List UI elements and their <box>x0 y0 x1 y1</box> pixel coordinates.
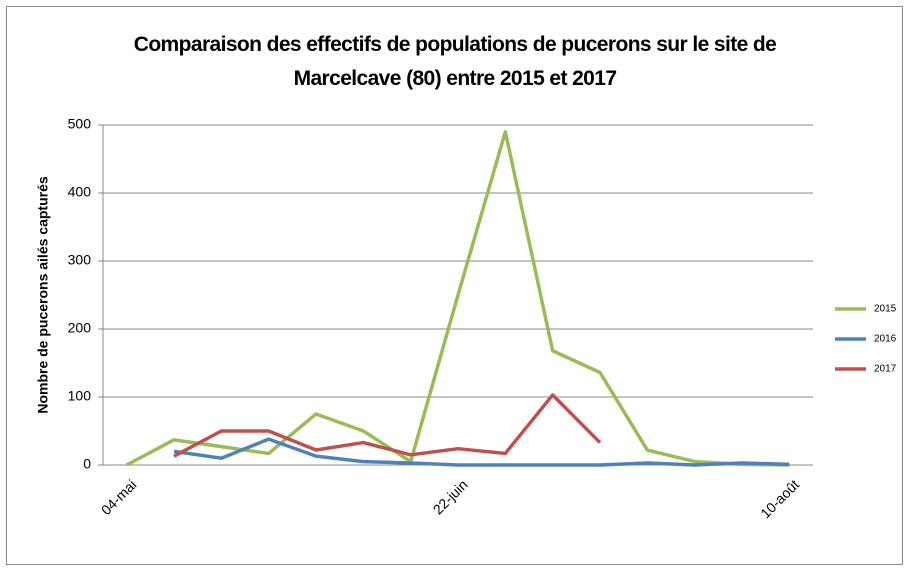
line-series <box>173 437 790 467</box>
y-tick-label: 100 <box>68 388 92 404</box>
legend-label: 2016 <box>874 334 897 345</box>
y-tick-label: 400 <box>68 184 92 200</box>
y-axis-label: Nombre de pucerons ailés capturés <box>35 176 51 414</box>
y-tick-label: 300 <box>68 252 92 268</box>
y-tick-label: 0 <box>83 456 91 472</box>
y-tick-label: 500 <box>68 116 92 132</box>
y-tick-label: 200 <box>68 320 92 336</box>
chart-title: Comparaison des effectifs de populations… <box>133 33 777 90</box>
chart-border <box>6 6 903 565</box>
legend-label: 2017 <box>874 364 897 375</box>
legend-label: 2015 <box>874 304 897 315</box>
line-series <box>173 393 602 458</box>
line-series <box>125 130 790 467</box>
